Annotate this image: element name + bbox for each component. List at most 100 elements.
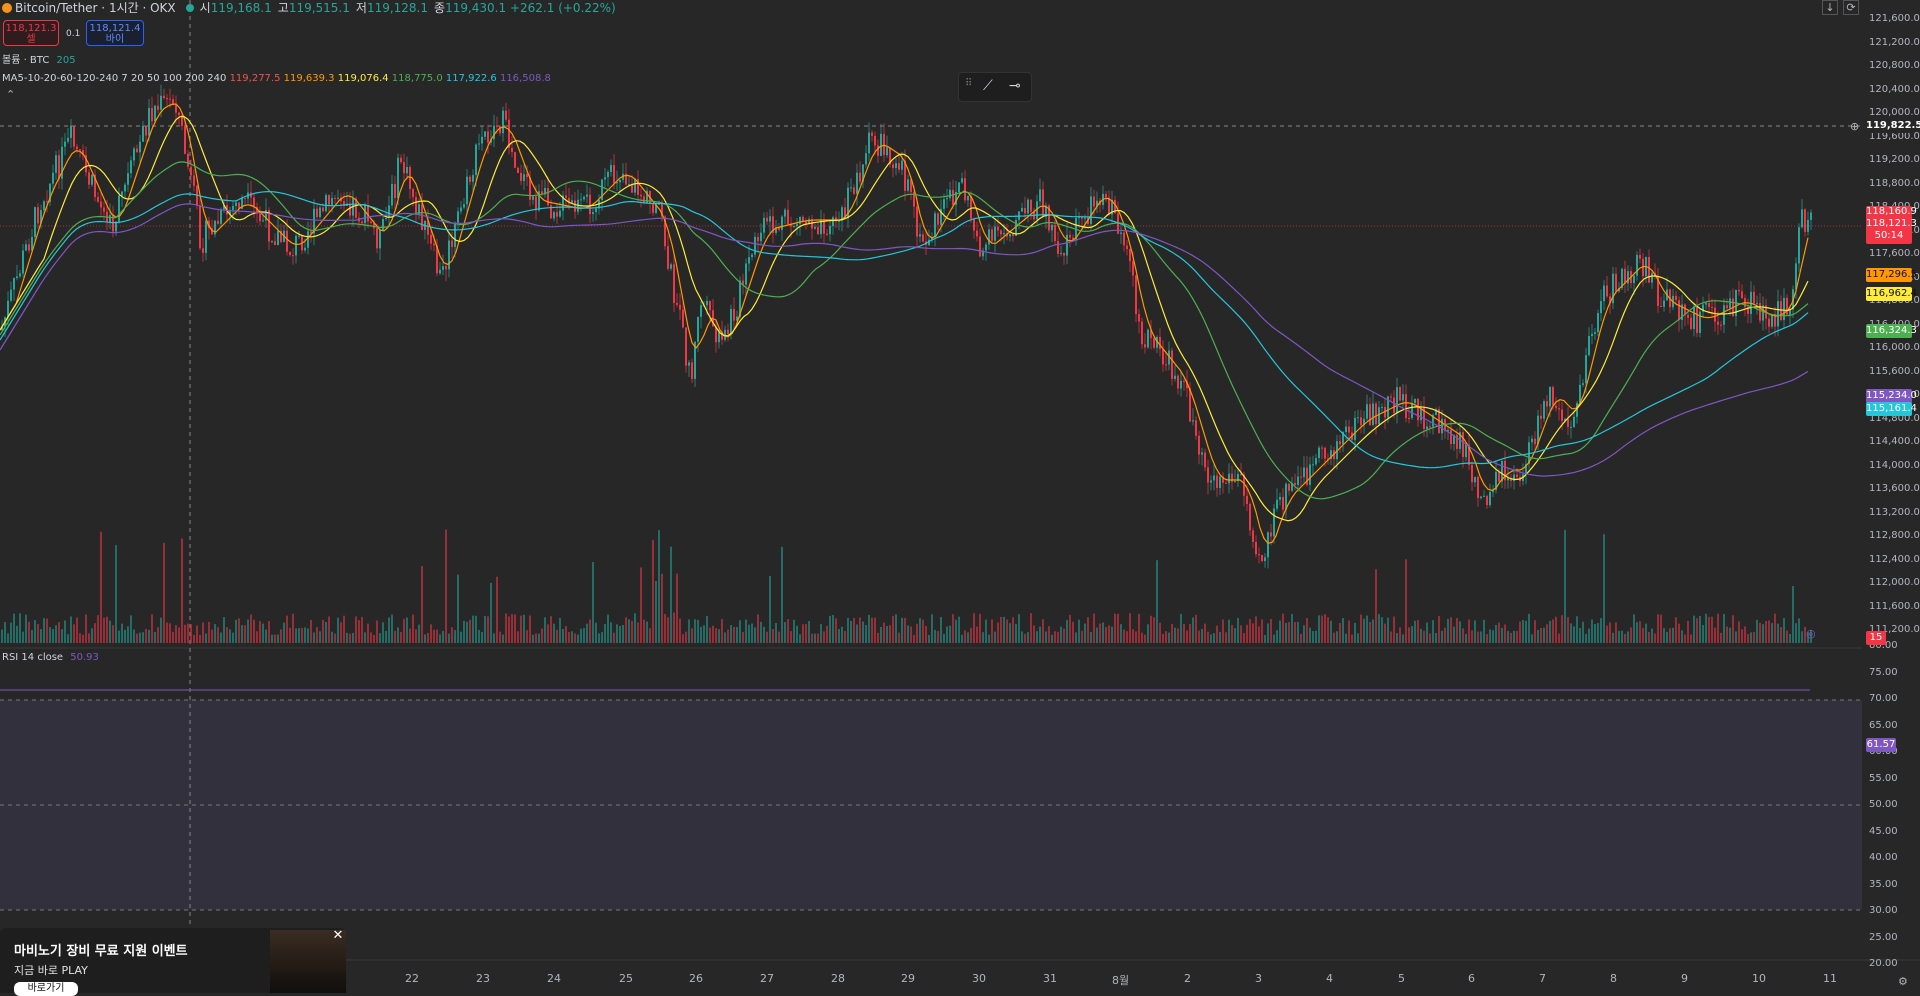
candle-body <box>640 194 642 197</box>
order-quantity[interactable]: 0.1 <box>66 29 81 39</box>
sell-button[interactable]: 118,121.3 셀 <box>3 20 59 46</box>
symbol-title[interactable]: Bitcoin/Tether · 1시간 · OKX <box>15 1 176 15</box>
candle-body <box>415 197 417 215</box>
volume-bar <box>928 634 930 643</box>
candle-body <box>1048 205 1050 231</box>
candle-body <box>328 195 330 205</box>
volume-bar <box>394 630 396 643</box>
volume-bar <box>1117 613 1119 643</box>
volume-bar <box>544 617 546 643</box>
volume-bar <box>1078 619 1080 643</box>
horizontal-line-tool-icon[interactable]: ⊸ <box>1009 78 1021 94</box>
candle-body <box>1126 245 1128 250</box>
candle-body <box>1633 275 1635 283</box>
candle-body <box>1000 230 1002 235</box>
candle-body <box>1372 403 1374 425</box>
volume-bar <box>1456 618 1458 643</box>
alert-icon[interactable]: ◎ <box>1806 627 1816 640</box>
candle-body <box>379 230 381 249</box>
candle-body <box>904 160 906 191</box>
buy-button[interactable]: 118,121.4 바이 <box>86 20 144 46</box>
download-icon[interactable]: ↓ <box>1822 0 1838 15</box>
candle-body <box>1210 480 1212 483</box>
candle-body <box>280 230 282 242</box>
candle-body <box>796 223 798 227</box>
volume-bar <box>1528 613 1530 643</box>
candle-body <box>1537 415 1539 445</box>
volume-bar <box>1381 617 1383 643</box>
volume-bar <box>415 629 417 643</box>
volume-bar <box>1261 619 1263 643</box>
candle-body <box>673 264 675 304</box>
candle-body <box>1273 508 1275 537</box>
volume-bar <box>1636 622 1638 643</box>
volume-bar <box>1486 634 1488 643</box>
volume-bar <box>1060 626 1062 643</box>
volume-bar <box>1114 613 1116 643</box>
volume-bar <box>529 615 531 643</box>
candle-body <box>223 205 225 210</box>
volume-bar <box>211 629 213 643</box>
candle-body <box>604 177 606 180</box>
volume-bar <box>490 582 492 643</box>
crosshair-add-icon[interactable]: ⊕ <box>1850 120 1860 133</box>
candle-body <box>487 131 489 143</box>
candle-body <box>376 228 378 249</box>
candle-body <box>169 98 171 100</box>
candle-body <box>1690 317 1692 329</box>
volume-bar <box>1360 614 1362 643</box>
trendline-tool-icon[interactable]: ⟋ <box>983 78 993 94</box>
volume-bar <box>1051 634 1053 643</box>
volume-bar <box>1240 625 1242 643</box>
volume-badge: 15 <box>1866 631 1886 645</box>
candle-body <box>769 216 771 222</box>
price-tick: 118,800.0 <box>1869 177 1920 189</box>
volume-legend[interactable]: 볼륨 · BTC 205 <box>2 55 76 66</box>
candle-body <box>694 341 696 379</box>
candle-body <box>1246 495 1248 504</box>
ad-image[interactable] <box>270 930 346 993</box>
drag-handle-icon[interactable]: ⠿ <box>965 78 973 89</box>
ad-cta-button[interactable]: 바로가기 <box>14 982 78 996</box>
candle-body <box>1267 532 1269 558</box>
volume-bar <box>1522 619 1524 643</box>
candle-body <box>1081 217 1083 219</box>
candle-body <box>1582 383 1584 385</box>
drawing-toolbar: ⠿ ⟋ ⊸ <box>958 72 1032 102</box>
candle-body <box>856 172 858 194</box>
candle-body <box>163 95 165 99</box>
ma-legend[interactable]: MA5-10-20-60-120-240 7 20 50 100 200 240… <box>2 73 551 84</box>
candle-body <box>454 222 456 247</box>
reset-icon[interactable]: ⟳ <box>1843 0 1859 15</box>
candle-body <box>199 205 201 249</box>
candle-body <box>1270 532 1272 537</box>
collapse-legend-icon[interactable]: ⌃ <box>6 88 16 101</box>
candle-body <box>757 236 759 242</box>
candle-body <box>1177 375 1179 389</box>
ad-popup[interactable]: 마비노기 장비 무료 지원 이벤트 지금 바로 PLAY 바로가기 ✕ <box>0 928 346 996</box>
volume-bar <box>184 624 186 643</box>
candle-body <box>496 125 498 127</box>
volume-bar <box>277 634 279 643</box>
candle-body <box>1711 307 1713 309</box>
candle-body <box>799 216 801 224</box>
time-tick: 2 <box>1184 972 1191 985</box>
rsi-legend[interactable]: RSI 14 close 50.93 <box>2 652 99 663</box>
settings-icon[interactable]: ⚙ <box>1898 975 1908 988</box>
candle-body <box>805 221 807 225</box>
volume-bar <box>1444 627 1446 643</box>
volume-bar <box>640 567 642 643</box>
volume-bar <box>340 622 342 643</box>
volume-bar <box>1810 630 1812 643</box>
candle-body <box>1396 387 1398 413</box>
volume-bar <box>610 622 612 643</box>
candle-body <box>475 144 477 176</box>
candle-body <box>148 107 150 136</box>
close-icon[interactable]: ✕ <box>332 928 344 943</box>
candle-body <box>883 133 885 156</box>
volume-bar <box>946 626 948 643</box>
volume-bar <box>1081 630 1083 643</box>
volume-bar <box>922 619 924 643</box>
bitcoin-icon <box>2 3 12 13</box>
